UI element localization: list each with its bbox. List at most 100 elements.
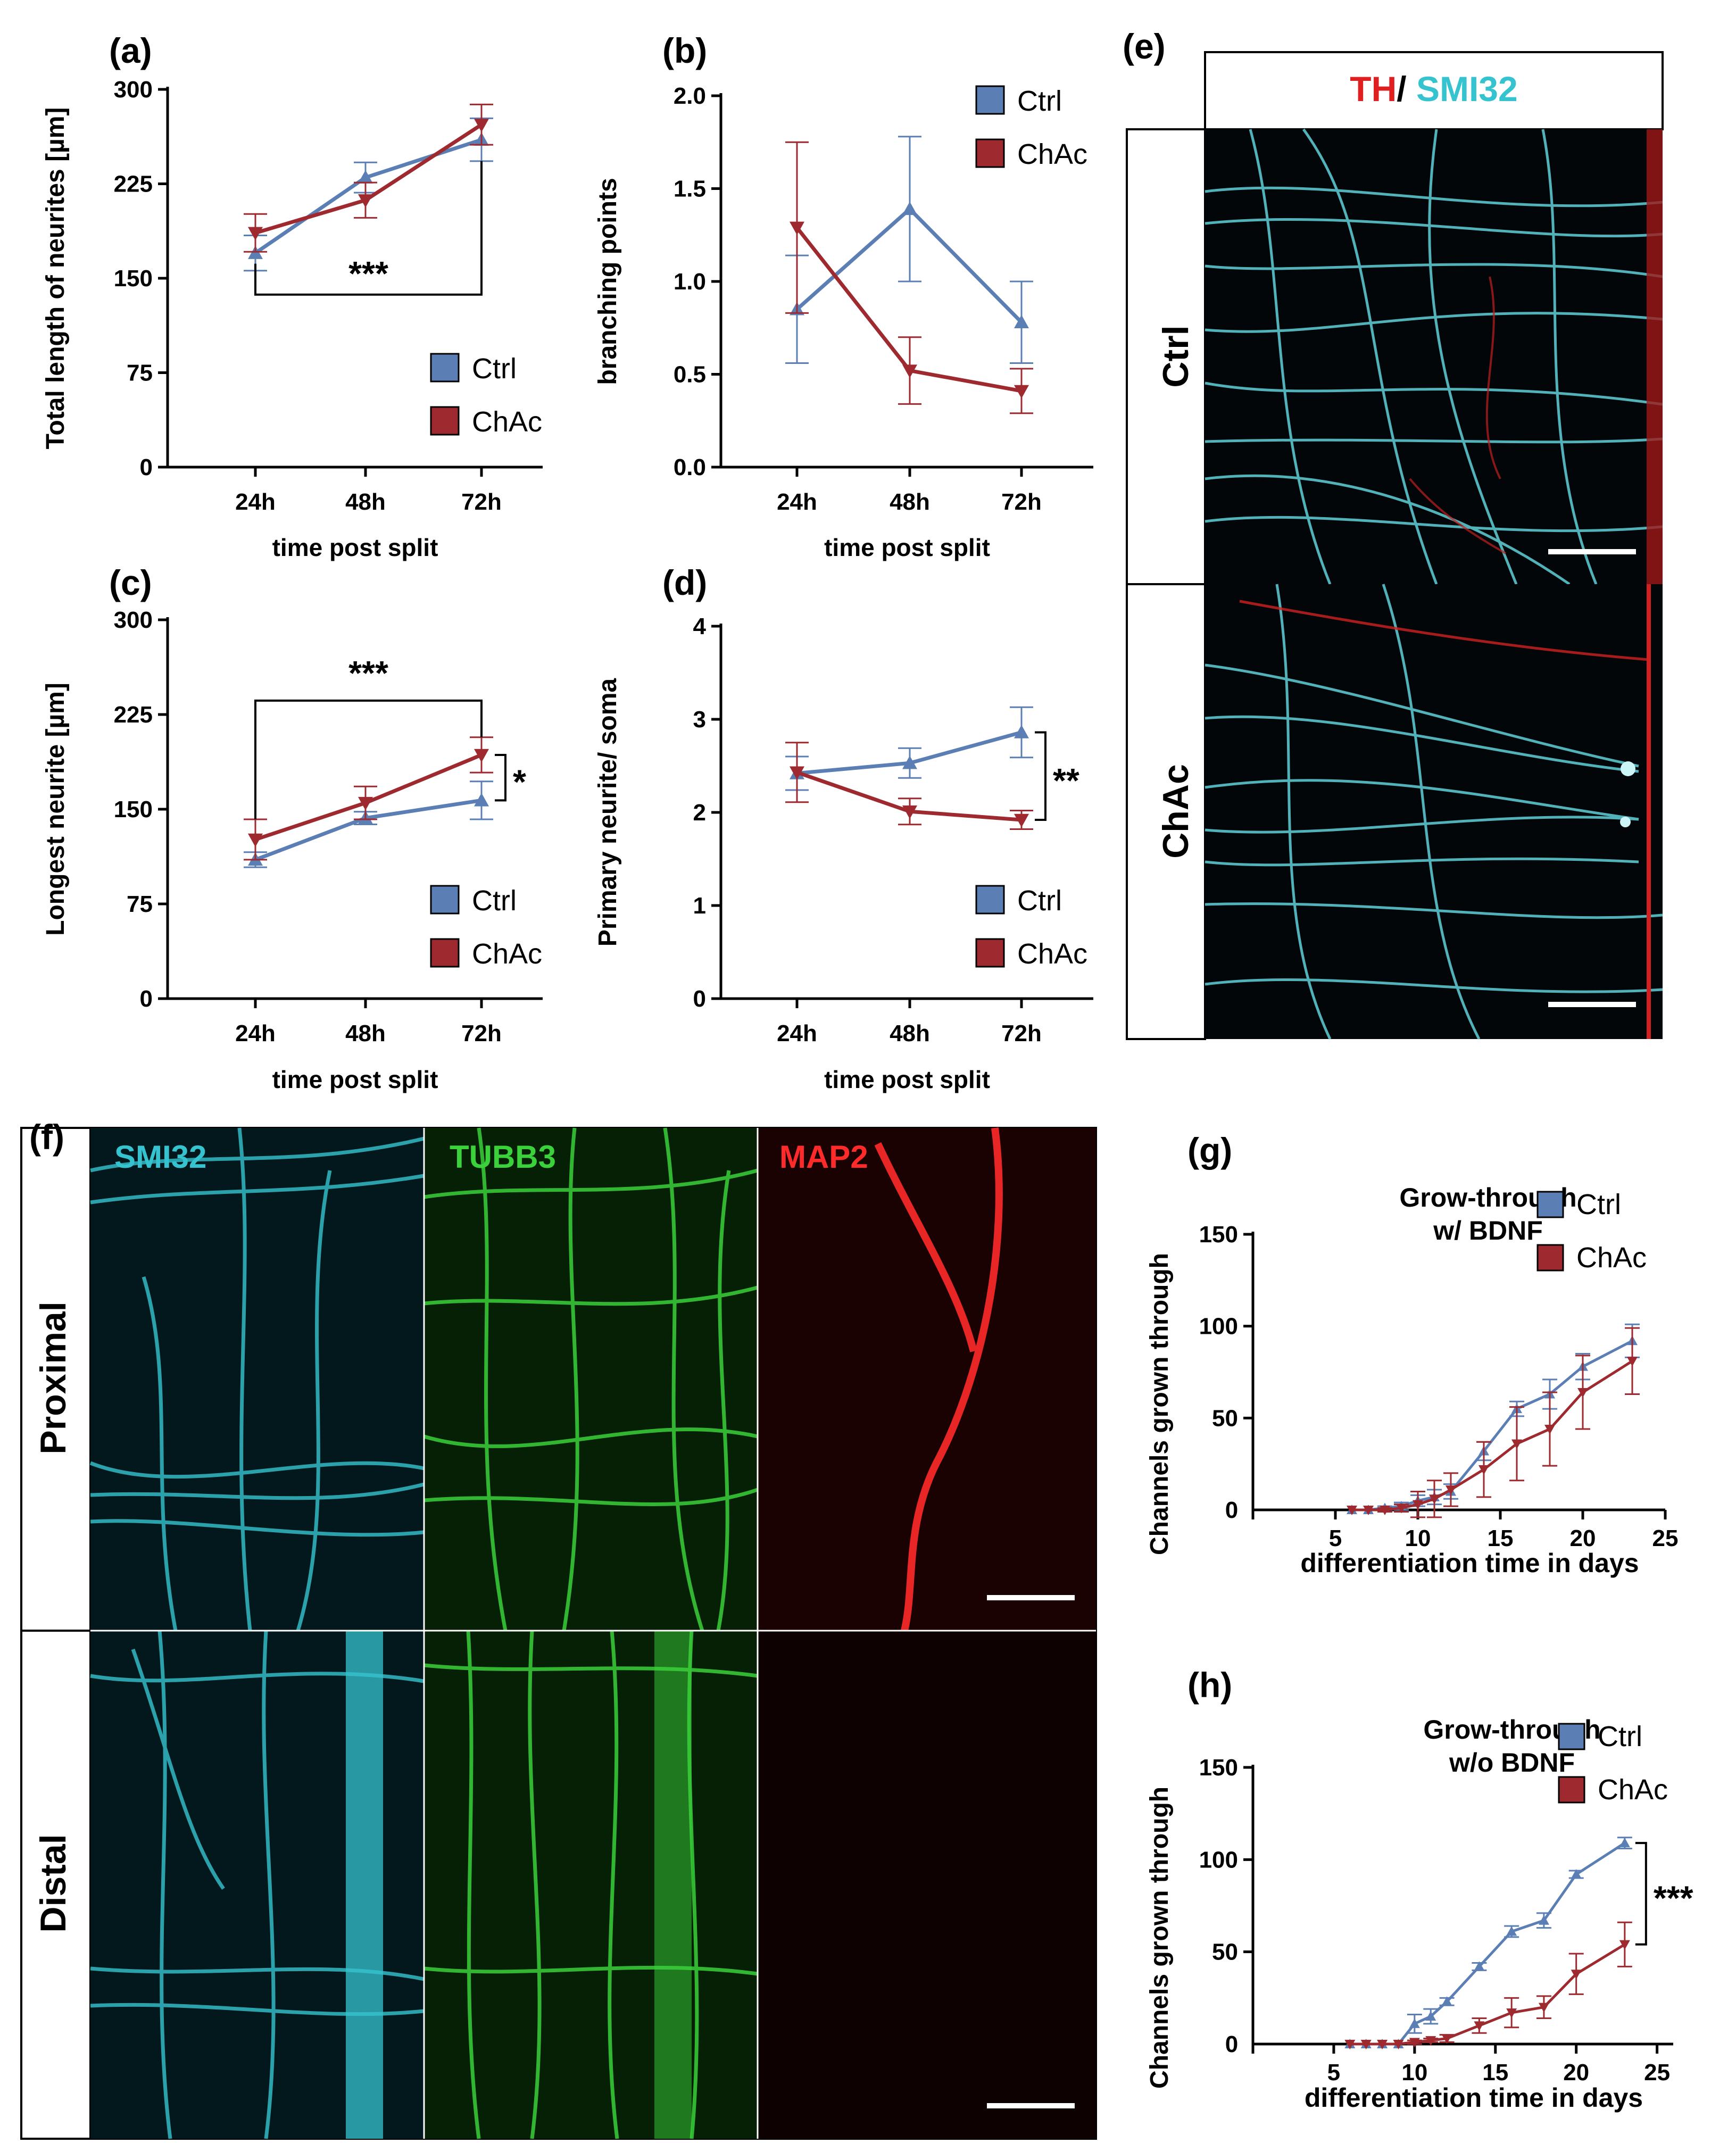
- series-line-h-ctrl: [1350, 1842, 1626, 2046]
- point-c-ctrl-2: [474, 793, 489, 807]
- legend-label-g-1: ChAc: [1576, 1242, 1647, 1274]
- xtick-label-g-5: 25: [1652, 1525, 1679, 1551]
- annotation-c-0: ***: [254, 654, 483, 819]
- scale-bar-e-ctrl: [1548, 549, 1636, 554]
- xtick-label-b-2: 72h: [1001, 489, 1042, 515]
- legend-swatch-d-0: [975, 885, 1005, 915]
- significance-c-0: ***: [348, 654, 388, 692]
- panel-f-label: (f): [29, 1117, 64, 1157]
- point-a-chac-0: [248, 227, 263, 240]
- legend-swatch-a-1: [430, 406, 460, 436]
- series-line-g-ctrl: [1352, 1340, 1633, 1511]
- xtick-label-h-1: 5: [1327, 2059, 1340, 2086]
- point-g-chac-10: [1577, 1388, 1588, 1398]
- ytick-label-h-1: 100: [1199, 1847, 1238, 1873]
- xtick-label-b-0: 24h: [777, 489, 817, 515]
- point-h-chac-7: [1474, 2021, 1485, 2031]
- point-g-chac-1: [1363, 1506, 1374, 1515]
- legend-label-a-0: Ctrl: [472, 353, 517, 385]
- x-axis-label-b: time post split: [824, 534, 990, 561]
- point-h-chac-4: [1409, 2038, 1420, 2048]
- legend-swatch-h-1: [1558, 1776, 1585, 1804]
- point-h-chac-3: [1393, 2040, 1404, 2049]
- chart-c: (c) 0 75 150 225 300 24h 48h 72h time post split L…: [41, 563, 543, 1093]
- point-h-ctrl-7: [1474, 1961, 1485, 1971]
- point-g-chac-8: [1511, 1439, 1522, 1449]
- annotation-a-0: ***: [254, 161, 483, 296]
- chart-g: (g) 50 100 150 0 5 10 15 20 25 differentiation tim…: [1145, 1131, 1678, 1578]
- y-axis-label-c: Longest neurite [µm]: [41, 683, 70, 936]
- panel-e-header-th: TH: [1350, 69, 1397, 109]
- point-d-ctrl-1: [902, 755, 917, 769]
- xtick-label-h-5: 25: [1644, 2059, 1670, 2086]
- ytick-label-d-2: 2: [693, 800, 706, 826]
- legend-swatch-d-1: [975, 938, 1005, 968]
- annotation-d-0: **: [1035, 731, 1079, 821]
- significance-h-0: ***: [1654, 1879, 1693, 1917]
- panel-label-a: (a): [109, 31, 152, 70]
- xtick-label-h-0: 0: [1225, 2031, 1238, 2057]
- significance-d-0: **: [1053, 761, 1079, 800]
- xtick-label-g-0: 0: [1225, 1497, 1238, 1523]
- ytick-label-g-2: 150: [1199, 1222, 1238, 1248]
- panel-label-b: (b): [662, 31, 707, 70]
- significance-c-1: *: [513, 763, 526, 801]
- point-g-chac-11: [1627, 1357, 1638, 1367]
- ytick-label-d-0: 0: [693, 986, 706, 1012]
- point-g-chac-3: [1396, 1504, 1407, 1514]
- ytick-label-c-1: 75: [127, 891, 153, 917]
- panel-e-header-box: [1204, 51, 1664, 130]
- panel-f-col-smi32: SMI32: [114, 1139, 206, 1175]
- x-axis-label-c: time post split: [272, 1066, 438, 1093]
- point-g-chac-9: [1544, 1425, 1555, 1435]
- bracket-h-0: [1635, 1842, 1647, 1946]
- point-h-chac-6: [1441, 2034, 1452, 2044]
- legend-label-h-0: Ctrl: [1598, 1721, 1642, 1752]
- point-b-chac-2: [1014, 385, 1029, 398]
- x-axis-label-g: differentiation time in days: [1300, 1548, 1639, 1578]
- ytick-label-a-4: 300: [114, 77, 153, 103]
- xtick-label-h-4: 20: [1563, 2059, 1589, 2086]
- point-h-chac-1: [1360, 2040, 1372, 2049]
- panel-e-header-sep: /: [1397, 69, 1406, 109]
- legend-swatch-g-1: [1536, 1244, 1564, 1272]
- x-axis-label-h: differentiation time in days: [1305, 2083, 1643, 2113]
- ytick-label-c-2: 150: [114, 796, 153, 823]
- bracket-c-0: [254, 699, 483, 819]
- point-g-chac-6: [1446, 1485, 1456, 1496]
- panel-label-h: (h): [1187, 1665, 1232, 1705]
- point-d-chac-0: [790, 766, 804, 780]
- xtick-label-g-1: 5: [1329, 1525, 1342, 1551]
- panel-e-header: TH/ SMI32: [1350, 69, 1517, 109]
- bracket-c-1: [495, 753, 506, 802]
- panel-e-header-smi32: SMI32: [1407, 69, 1518, 109]
- legend-label-d-1: ChAc: [1017, 938, 1087, 970]
- panel-label-d: (d): [662, 563, 707, 602]
- point-c-chac-2: [474, 749, 489, 762]
- xtick-label-h-2: 10: [1401, 2059, 1427, 2086]
- panel-e-label: (e): [1123, 27, 1166, 66]
- point-h-ctrl-4: [1409, 2018, 1420, 2028]
- legend-label-c-0: Ctrl: [472, 885, 517, 917]
- panel-f: (f) Proximal Distal: [20, 1117, 1097, 2140]
- point-c-chac-0: [248, 833, 263, 847]
- ytick-label-a-0: 0: [140, 454, 153, 480]
- panel-e-row-ctrl: Ctrl: [1156, 325, 1196, 387]
- ytick-label-d-3: 3: [693, 707, 706, 733]
- xtick-label-g-4: 20: [1570, 1525, 1596, 1551]
- point-d-chac-1: [902, 805, 917, 819]
- xtick-label-c-0: 24h: [235, 1020, 276, 1046]
- xtick-label-a-0: 24h: [235, 489, 276, 515]
- panel-f-row-proximal: Proximal: [33, 1301, 73, 1454]
- xtick-label-h-3: 15: [1482, 2059, 1508, 2086]
- point-h-chac-8: [1506, 2008, 1517, 2019]
- point-g-chac-2: [1380, 1506, 1390, 1515]
- x-axis-label-a: time post split: [272, 534, 438, 561]
- ytick-label-d-4: 4: [693, 613, 707, 639]
- chart-b: (b) 0.0 0.5 1.0 1.5 2.0 24h 48h 72h time post spl…: [594, 31, 1093, 561]
- xtick-label-a-2: 72h: [461, 489, 502, 515]
- scale-bar-f-proximal: [987, 1595, 1075, 1600]
- bracket-d-0: [1035, 731, 1046, 821]
- micrograph-f-tubb3-proximal: [423, 1127, 759, 1632]
